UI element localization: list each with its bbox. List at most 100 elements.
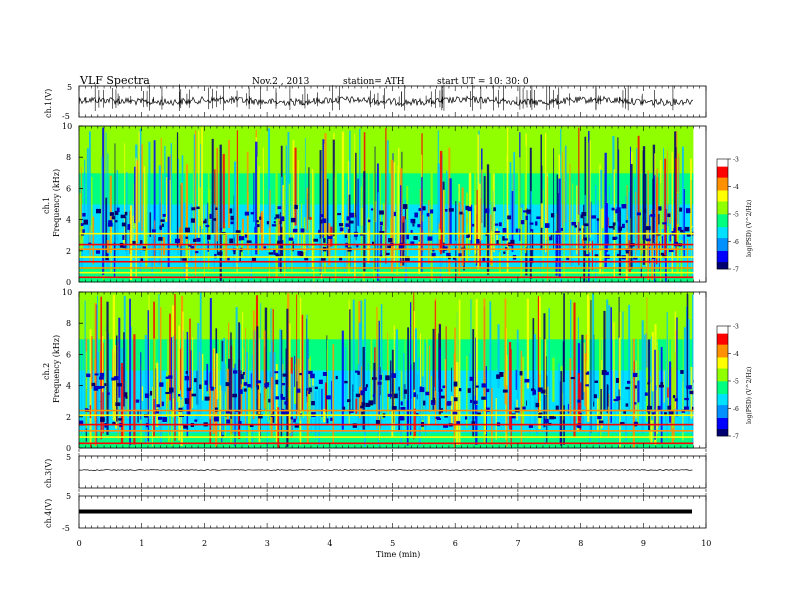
colorbar-cell: [717, 159, 728, 161]
colorbar-cell: [717, 418, 728, 420]
spectrogram-speckle: [275, 396, 279, 399]
spectrogram-speckle: [386, 253, 390, 255]
spectrogram-speckle: [207, 235, 211, 240]
spectrogram-speckle: [99, 377, 104, 380]
colorbar-cell: [717, 372, 728, 374]
spectrogram-speckle: [100, 417, 105, 422]
time-tick-label: 3: [265, 539, 270, 548]
spectrogram-streak: [295, 403, 297, 420]
spectrogram-speckle: [486, 389, 489, 392]
spectrogram-ytick-label: 4: [66, 382, 71, 391]
spectrogram-speckle: [658, 406, 661, 410]
spectrogram-streak: [484, 176, 486, 227]
spectrogram-streak: [610, 307, 612, 423]
spectrogram-speckle: [157, 404, 160, 407]
spectrogram-streak: [638, 136, 640, 249]
colorbar-cell: [717, 227, 728, 229]
spectrogram-streak: [333, 140, 335, 237]
spectrogram-band: [79, 308, 693, 312]
spectrogram-speckle: [301, 228, 305, 232]
spectrogram-speckle: [308, 371, 312, 374]
spectrogram-speckle: [215, 207, 217, 210]
spectrogram-streak: [615, 213, 616, 252]
colorbar-tick-label: -6: [733, 239, 739, 246]
spectrogram-speckle: [256, 380, 261, 383]
spectrogram-speckle: [320, 214, 324, 217]
spectrogram-speckle: [662, 222, 666, 224]
ch3-waveform-trace: [79, 470, 693, 471]
spectrogram-speckle: [535, 221, 537, 225]
spectrogram-streak: [676, 317, 677, 416]
spectrogram-speckle: [81, 223, 84, 226]
spectrogram-streak: [591, 202, 592, 234]
spectrogram-streak: [491, 388, 493, 445]
colorbar-cell: [717, 383, 728, 385]
spectrogram-streak: [171, 143, 172, 230]
spectrogram-speckle: [403, 204, 408, 209]
spectrogram-speckle: [340, 227, 344, 231]
spectrogram-speckle: [597, 218, 599, 220]
spectrogram-speckle: [196, 238, 200, 242]
spectrogram-speckle: [158, 417, 162, 420]
spectrogram-streak: [201, 222, 202, 233]
spectrogram-speckle: [476, 239, 479, 244]
spectrogram-speckle: [82, 213, 85, 217]
spectrogram-speckle: [502, 236, 504, 241]
spectrogram-speckle: [218, 252, 223, 256]
spectrogram-ytick-label: 0: [66, 444, 71, 453]
spectrogram-streak: [667, 312, 668, 440]
spectrogram-streak: [661, 347, 663, 444]
spectrogram-speckle: [162, 224, 164, 227]
spectrogram-streak: [496, 228, 498, 241]
colorbar-cell: [717, 427, 728, 429]
spectrogram-speckle: [503, 390, 508, 393]
colorbar-cell: [717, 181, 728, 183]
colorbar-cell: [717, 337, 728, 339]
colorbar-cell: [717, 183, 728, 185]
spectrogram-speckle: [345, 223, 350, 227]
spectrogram-speckle: [315, 387, 318, 389]
spectrogram-speckle: [191, 207, 195, 210]
spectrogram-speckle: [205, 380, 208, 384]
spectrogram-speckle: [410, 219, 413, 223]
spectrogram-speckle: [160, 219, 164, 221]
spectrogram-streak: [487, 164, 489, 274]
spectrogram-streak: [198, 130, 199, 240]
spectrogram-speckle: [328, 236, 333, 239]
colorbar-cell: [717, 363, 728, 365]
spectrogram-empty-region: [693, 126, 706, 282]
spectrogram-speckle: [108, 220, 112, 224]
spectrogram-speckle: [445, 209, 447, 212]
spectrogram-speckle: [247, 384, 250, 387]
spectrogram-streak: [177, 132, 178, 247]
spectrogram-streak: [443, 190, 445, 243]
spectrogram-speckle: [267, 221, 269, 224]
spectrogram-streak: [345, 347, 347, 403]
spectrogram-streak: [213, 349, 214, 434]
spectrogram-streak: [198, 363, 199, 399]
spectrogram-speckle: [313, 239, 318, 242]
spectrogram-speckle: [152, 229, 156, 232]
spectrogram-speckle: [256, 220, 259, 222]
spectrogram-speckle: [623, 411, 626, 414]
spectrogram-streak: [308, 167, 309, 219]
spectrogram-speckle: [499, 222, 502, 226]
spectrogram-speckle: [556, 406, 559, 411]
spectrogram-streak: [169, 314, 171, 401]
colorbar-cell: [717, 166, 728, 168]
spectrogram-streak: [148, 310, 149, 441]
spectrogram-streak: [396, 329, 398, 394]
spectrogram-speckle: [82, 229, 85, 233]
colorbar-cell: [717, 341, 728, 343]
spectrogram-speckle: [615, 237, 618, 240]
spectrogram-streak: [373, 363, 375, 404]
spectrogram-speckle: [617, 254, 620, 256]
spectrogram-streak: [270, 352, 271, 413]
colorbar-cell: [717, 225, 728, 227]
spectrogram-speckle: [539, 387, 543, 390]
spectrogram-streak: [379, 321, 380, 415]
spectrogram-speckle: [203, 221, 207, 224]
colorbar-cell: [717, 326, 728, 328]
